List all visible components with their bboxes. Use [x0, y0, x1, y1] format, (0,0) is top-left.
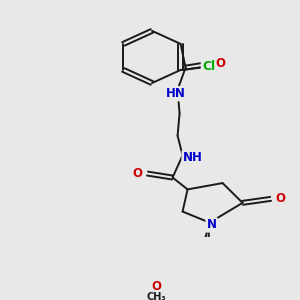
Text: O: O: [151, 280, 161, 293]
Text: HN: HN: [166, 87, 185, 100]
Text: O: O: [133, 167, 142, 180]
Text: O: O: [216, 57, 226, 70]
Text: N: N: [207, 218, 217, 232]
Text: CH₃: CH₃: [146, 292, 166, 300]
Text: Cl: Cl: [202, 59, 215, 73]
Text: NH: NH: [183, 151, 202, 164]
Text: O: O: [276, 192, 286, 206]
